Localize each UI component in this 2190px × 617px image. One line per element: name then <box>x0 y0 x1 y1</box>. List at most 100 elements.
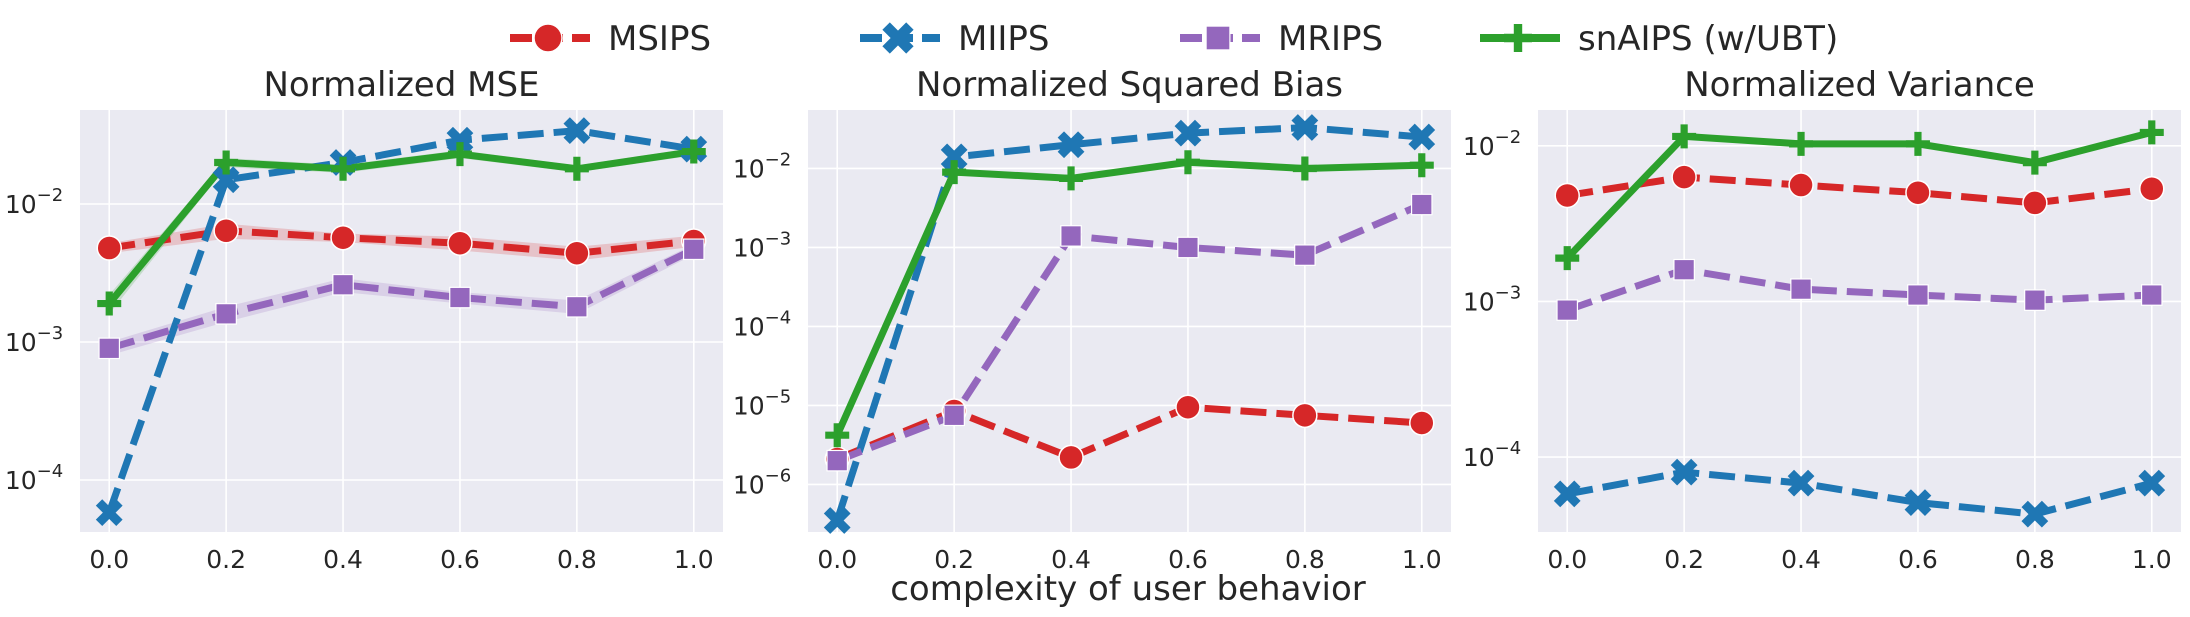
data-point-snAIPS (w/UBT) <box>331 156 356 181</box>
panel-2: 0.0 0.2 0.4 0.6 0.8 1.0 10−6 10−5 10−4 10−3 10−2 No… <box>733 65 1451 574</box>
data-point-MIIPS <box>1291 114 1319 141</box>
data-point-MRIPS <box>332 273 354 296</box>
data-point-snAIPS (w/UBT) <box>681 139 706 164</box>
data-point-MRIPS <box>566 295 588 318</box>
panel-1: 0.0 0.2 0.4 0.6 0.8 1.0 10−4 10−3 10−2 Normalized… <box>5 65 723 574</box>
plot-area <box>1538 110 2181 532</box>
series-line-MIIPS <box>833 124 1423 522</box>
data-point-snAIPS (w/UBT) <box>1175 150 1200 175</box>
legend-label: MIIPS <box>958 19 1049 59</box>
y-tick-label: 10−4 <box>733 307 791 341</box>
data-point-snAIPS (w/UBT) <box>825 423 850 448</box>
y-tick-label: 10−3 <box>733 228 791 262</box>
data-point-snAIPS (w/UBT) <box>2022 150 2047 175</box>
data-point-snAIPS (w/UBT) <box>1059 166 1084 191</box>
data-point-snAIPS (w/UBT) <box>942 160 967 185</box>
data-point-MRIPS <box>2024 289 2046 311</box>
data-point-MRIPS <box>1556 299 1579 321</box>
data-point-MIIPS <box>95 499 123 527</box>
data-point-MSIPS <box>1409 410 1435 436</box>
data-point-MIIPS <box>212 166 240 194</box>
data-point-MRIPS <box>1907 284 1929 306</box>
x-tick-label: 0.2 <box>1664 545 1704 574</box>
y-tick-label: 10−5 <box>733 386 791 420</box>
legend-label: snAIPS (w/UBT) <box>1578 19 1838 59</box>
legend-marker-snAIPS (w/UBT) <box>1504 24 1532 52</box>
panel-title: Normalized MSE <box>263 65 539 105</box>
data-point-snAIPS (w/UBT) <box>447 142 472 167</box>
data-point-MRIPS <box>449 286 471 309</box>
data-point-MSIPS <box>213 218 239 244</box>
data-point-MRIPS <box>1294 244 1316 266</box>
series-line-MIIPS <box>105 127 695 514</box>
data-point-MIIPS <box>1174 119 1202 147</box>
x-tick-label: 0.0 <box>817 545 857 574</box>
data-point-snAIPS (w/UBT) <box>564 156 589 181</box>
data-point-snAIPS (w/UBT) <box>1789 131 1814 156</box>
series-line-MSIPS <box>108 227 695 257</box>
series-line-snAIPS (w/UBT) <box>106 148 695 306</box>
series-line-snAIPS (w/UBT) <box>834 158 1422 437</box>
data-point-MRIPS <box>1410 193 1433 216</box>
data-point-snAIPS (w/UBT) <box>1672 124 1697 149</box>
x-tick-label: 0.4 <box>323 545 363 574</box>
data-point-MIIPS <box>1057 131 1085 159</box>
series-line-MSIPS <box>835 403 1423 463</box>
data-point-MSIPS <box>1292 402 1318 429</box>
data-point-MIIPS <box>1787 469 1815 497</box>
x-tick-label: 0.2 <box>206 545 246 574</box>
data-point-MSIPS <box>2022 190 2048 216</box>
y-tick-label: 10−4 <box>1463 438 1521 472</box>
data-point-MSIPS <box>564 240 590 266</box>
legend-marker-MRIPS <box>1205 25 1231 51</box>
data-point-MSIPS <box>2139 176 2165 202</box>
panel-3: 0.0 0.2 0.4 0.6 0.8 1.0 10−4 10−3 10−2 Normalized… <box>1463 65 2181 574</box>
data-point-snAIPS (w/UBT) <box>1292 156 1317 181</box>
y-tick-label: 10−6 <box>733 465 791 499</box>
data-point-MIIPS <box>2138 469 2166 497</box>
legend-marker-MSIPS <box>533 23 563 53</box>
y-tick-label: 10−3 <box>1463 282 1521 316</box>
data-point-MRIPS <box>682 238 705 261</box>
x-tick-label: 0.8 <box>2015 545 2055 574</box>
plot-area <box>80 110 723 532</box>
data-point-MRIPS <box>2140 284 2163 306</box>
data-point-MIIPS <box>1408 123 1436 151</box>
data-point-MIIPS <box>2021 500 2049 528</box>
data-point-MRIPS <box>1790 278 1812 300</box>
legend-label: MSIPS <box>608 19 711 59</box>
data-point-snAIPS (w/UBT) <box>2139 120 2164 145</box>
legend-label: MRIPS <box>1278 19 1383 59</box>
series-line-snAIPS (w/UBT) <box>1564 129 2153 261</box>
x-tick-label: 0.6 <box>1168 545 1208 574</box>
data-point-MRIPS <box>826 449 849 472</box>
data-point-MSIPS <box>1058 444 1084 471</box>
panel-title: Normalized Squared Bias <box>916 65 1343 105</box>
data-point-MIIPS <box>1904 489 1932 516</box>
series-line-MRIPS <box>835 201 1424 464</box>
data-point-snAIPS (w/UBT) <box>214 150 239 175</box>
data-point-MIIPS <box>1670 458 1698 486</box>
data-point-MRIPS <box>215 303 237 325</box>
data-point-MIIPS <box>940 143 968 171</box>
data-point-MIIPS <box>563 117 591 145</box>
panel-title: Normalized Variance <box>1684 65 2035 105</box>
data-point-snAIPS (w/UBT) <box>1409 153 1434 178</box>
data-point-MSIPS <box>1554 182 1580 209</box>
x-tick-label: 0.8 <box>1285 545 1325 574</box>
data-point-snAIPS (w/UBT) <box>1905 131 1930 156</box>
series-line-MIIPS <box>1566 468 2153 518</box>
x-tick-label: 0.8 <box>557 545 597 574</box>
y-tick-label: 10−3 <box>5 323 63 357</box>
data-point-MSIPS <box>1905 179 1931 206</box>
y-tick-label: 10−2 <box>1463 127 1521 161</box>
data-point-MIIPS <box>823 507 851 534</box>
data-point-MSIPS <box>96 235 122 261</box>
data-point-MIIPS <box>446 126 474 154</box>
y-tick-label: 10−4 <box>5 461 63 495</box>
series-line-MRIPS <box>108 246 696 352</box>
plot-area <box>808 110 1451 532</box>
series-line-MRIPS <box>1566 266 2152 314</box>
x-tick-label: 1.0 <box>2132 545 2172 574</box>
x-tick-label: 0.6 <box>440 545 480 574</box>
